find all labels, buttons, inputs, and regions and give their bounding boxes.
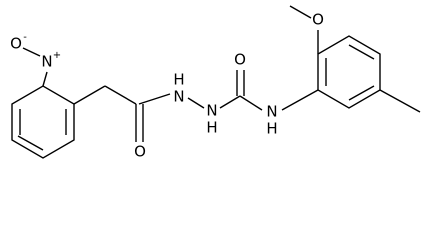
charge: - [23,32,27,43]
atom: O [312,11,324,29]
bond [104,85,137,105]
bond [289,5,312,19]
bond [138,93,171,105]
bond [348,85,375,101]
bond [379,89,421,113]
bond [281,89,319,111]
atom: O [10,35,22,53]
atom: N [173,88,184,106]
atom: H [173,71,184,89]
atom: N [41,53,52,71]
charge: + [53,50,61,61]
atom: N [266,103,277,121]
bond [22,47,41,57]
bond [17,135,44,151]
atom: N [206,102,217,120]
bond [348,44,375,60]
atom: O [234,51,246,69]
structure: O - N + O H N N H O N H O [10,5,421,161]
bond [239,95,263,111]
atom: H [266,120,277,138]
bond [187,97,205,109]
bond [42,71,48,87]
bond [73,85,106,105]
atom: H [206,119,217,137]
atom: O [134,143,146,161]
bond [219,95,241,109]
ring [317,35,381,109]
ring [11,85,75,159]
